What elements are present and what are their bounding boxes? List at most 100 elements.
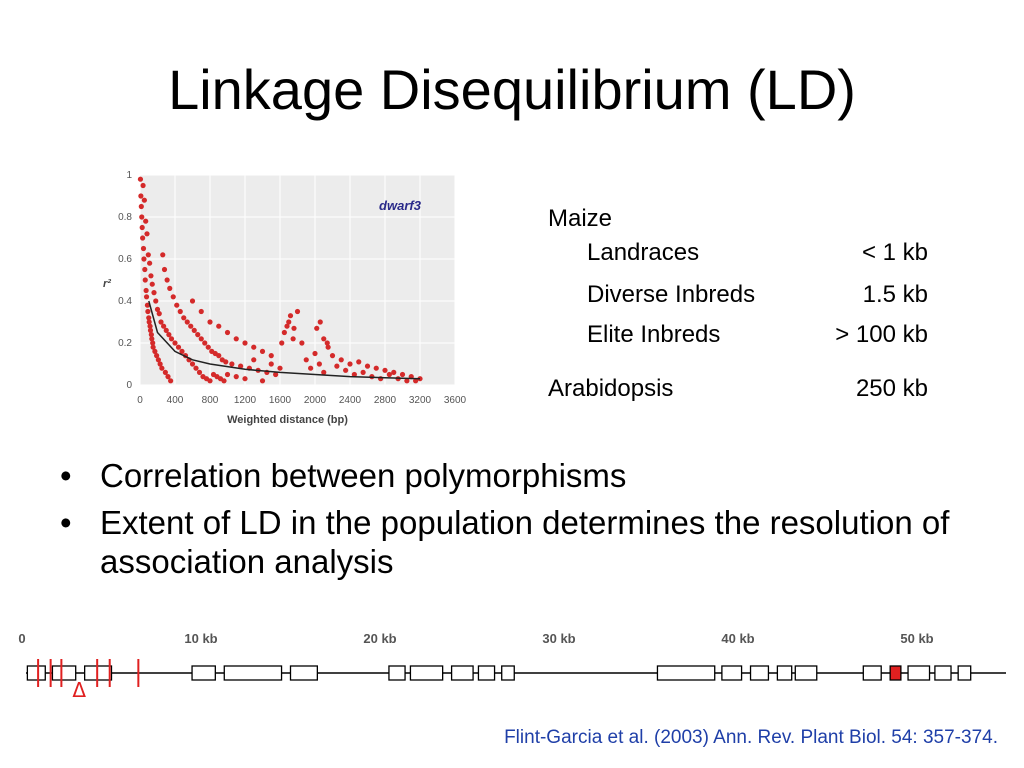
y-tick-label: 0.8 [118,212,132,223]
exon-box [191,665,216,681]
data-point [150,344,156,350]
data-point [391,369,397,375]
data-point [174,302,180,308]
scale-label: 10 kb [184,631,217,646]
exon-box [450,665,474,681]
data-point [140,245,147,252]
exon-box [934,665,952,681]
data-point [145,252,151,258]
data-point [198,308,204,315]
data-point [144,302,151,308]
data-point [147,327,154,333]
data-point [179,348,185,354]
data-point [164,277,170,283]
data-point [351,371,357,378]
data-point [221,378,227,384]
ld-row-value: > 100 kb [835,321,928,348]
bullet-dot: • [60,457,72,494]
ld-row-value: 250 kb [855,375,928,402]
x-tick-label: 800 [202,395,219,406]
data-point [189,361,196,367]
gene-annotation: dwarf3 [379,198,422,213]
data-point [177,308,183,315]
data-point [193,365,199,371]
ld-table-row: Landraces < 1 kb [548,238,928,268]
data-point [138,193,144,199]
data-point [154,353,160,359]
x-tick-label: 2800 [374,395,397,406]
data-point [139,224,145,231]
data-point [144,231,150,237]
data-point [181,315,187,321]
data-point [147,323,153,329]
x-tick-label: 1200 [234,395,257,406]
data-point [364,363,371,369]
data-point [299,340,305,346]
ld-row-label: Elite Inbreds [587,321,721,348]
y-tick-label: 1 [126,170,132,181]
x-tick-label: 1600 [269,395,292,406]
data-point [140,182,146,189]
data-point [161,266,168,273]
bullet-text: Extent of LD in the population determine… [100,504,950,580]
citation: Flint-Garcia et al. (2003) Ann. Rev. Pla… [504,727,998,748]
data-point [205,344,211,350]
data-point [233,374,239,380]
data-point [137,176,144,182]
data-point [141,256,147,262]
scale-label: 40 kb [721,631,754,646]
data-point [373,365,379,371]
exon-box [501,665,515,681]
ld-table-row: Maize [548,204,928,234]
data-point [202,340,208,346]
data-point [162,369,168,375]
exon-box [656,665,716,681]
data-point [143,287,149,294]
data-point [158,319,164,325]
data-point [399,371,406,378]
exon-box [51,665,77,681]
data-point [143,218,149,224]
ld-row-label: Maize [548,205,613,232]
data-point [168,378,174,384]
exon-box [794,665,818,681]
data-point [259,378,266,384]
data-point [356,359,362,365]
data-point [156,311,162,317]
ld-row-value: 1.5 kb [862,281,928,308]
data-point [153,298,159,304]
data-point [160,252,166,258]
x-tick-label: 2400 [339,395,362,406]
data-point [251,357,257,363]
x-tick-label: 2000 [304,395,327,406]
data-point [167,285,173,291]
y-tick-label: 0.6 [118,254,132,265]
bullet-item: • Correlation between polymorphisms [60,456,960,495]
data-point [360,369,366,375]
data-point [338,357,344,363]
data-point [329,353,336,359]
x-tick-label: 3200 [409,395,432,406]
data-point [216,323,222,329]
data-point [290,336,296,342]
data-point [172,340,178,346]
ld-scatter-plot: 0 400 800 1200 1600 2000 2400 2800 3200 3600 0 0.2 0… [103,170,467,426]
data-point [139,214,145,220]
data-point [325,344,331,350]
bullet-item: • Extent of LD in the population determin… [60,503,960,581]
bullet-dot: • [60,504,72,541]
data-point [189,298,196,304]
data-point [233,336,239,342]
exon-box [409,665,444,681]
data-point [312,350,318,357]
data-point [224,329,231,336]
data-point [147,260,153,266]
data-point [152,348,158,354]
data-point [191,327,197,333]
data-point [154,306,161,312]
data-point [308,365,314,371]
exon-box [388,665,406,681]
plot-background [140,175,455,385]
exon-box [862,665,882,681]
exon-box [907,665,931,681]
